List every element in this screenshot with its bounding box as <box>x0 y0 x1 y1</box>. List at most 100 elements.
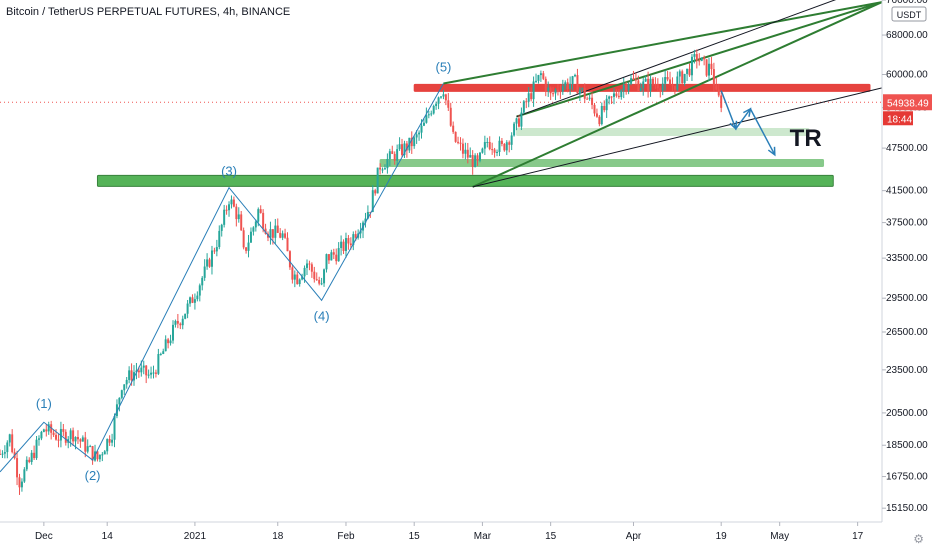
candle-body <box>605 98 608 111</box>
candle-body <box>1 453 4 455</box>
candle-body <box>293 274 296 280</box>
candle-body <box>145 365 148 376</box>
zone-band[interactable] <box>96 174 834 187</box>
x-tick-label: 15 <box>409 531 421 542</box>
candle-body <box>556 89 559 92</box>
candle-body <box>6 442 9 453</box>
candle-body <box>225 209 228 211</box>
arrow-head[interactable] <box>729 120 738 131</box>
candle-body <box>230 199 233 205</box>
candle-body <box>159 353 162 355</box>
candle-body <box>476 155 479 161</box>
candle-body <box>288 251 291 268</box>
candle-body <box>162 351 165 354</box>
candle-body <box>369 211 372 213</box>
candle-body <box>171 324 174 341</box>
candle-body <box>625 85 628 91</box>
last-price-tag <box>883 94 932 111</box>
candle-body <box>388 151 391 159</box>
trendline[interactable] <box>516 0 863 118</box>
candle-body <box>593 104 596 114</box>
candle-body <box>517 118 520 127</box>
unit-label[interactable]: USDT <box>897 10 922 20</box>
candle-body <box>320 283 323 285</box>
candle-body <box>549 87 552 94</box>
candle-body <box>215 247 218 252</box>
x-tick-label: Mar <box>474 531 492 542</box>
candle-body <box>130 370 133 381</box>
candle-body <box>634 79 637 81</box>
candle-body <box>323 269 326 284</box>
trendline[interactable] <box>472 1 883 188</box>
zone-band[interactable] <box>413 83 871 92</box>
candle-body <box>437 97 440 104</box>
wave-label[interactable]: (3) <box>221 164 237 179</box>
candle-body <box>176 320 179 324</box>
candle-body <box>642 81 645 89</box>
candle-body <box>218 230 221 248</box>
candle-body <box>245 247 248 251</box>
unit-box[interactable] <box>891 6 927 22</box>
candle-body <box>483 142 486 149</box>
candle-body <box>164 339 167 352</box>
elliott-wave-path[interactable]: (1) (2) (3) (4) (5) <box>0 60 451 484</box>
candle-body <box>193 299 196 303</box>
candle-body <box>106 439 109 452</box>
candle-body <box>401 144 404 155</box>
candle-body <box>79 439 82 442</box>
wave-label[interactable]: (1) <box>36 396 52 411</box>
candle-body <box>257 209 260 222</box>
candle-body <box>486 141 489 143</box>
forecast-line[interactable] <box>720 90 776 156</box>
candle-body <box>396 149 399 161</box>
candle-body <box>608 96 611 99</box>
gear-icon[interactable]: ⚙ <box>913 532 924 546</box>
candle-body <box>381 169 384 171</box>
trendline[interactable] <box>443 1 883 85</box>
candle-body <box>661 83 664 91</box>
candle-body <box>28 459 31 463</box>
forecast-arrow-path[interactable] <box>720 90 776 157</box>
candle-body <box>327 254 330 261</box>
wave-label[interactable]: (2) <box>85 468 101 483</box>
candle-body <box>427 114 430 116</box>
candle-body <box>493 149 496 153</box>
candle-body <box>16 458 19 478</box>
x-tick-label: May <box>770 531 789 542</box>
candle-body <box>349 243 352 246</box>
candle-body <box>150 372 153 375</box>
candle-body <box>354 234 357 238</box>
candle-body <box>305 263 308 268</box>
zone-band[interactable] <box>379 159 825 168</box>
candle-body <box>430 113 433 115</box>
candle-body <box>405 143 408 151</box>
candle-body <box>461 143 464 154</box>
trendline[interactable] <box>472 87 883 188</box>
candle-body <box>386 158 389 169</box>
wave-line[interactable] <box>0 83 444 473</box>
zone-band[interactable] <box>516 127 810 136</box>
candle-body <box>325 254 328 270</box>
candle-body <box>189 297 192 304</box>
wave-label[interactable]: (5) <box>435 60 451 75</box>
arrow-head[interactable] <box>743 107 752 117</box>
candle-body <box>76 436 79 440</box>
tr-annotation[interactable]: TR <box>790 125 822 152</box>
candle-body <box>708 63 711 76</box>
candle-body <box>11 434 14 453</box>
candle-body <box>520 112 523 127</box>
candle-body <box>96 451 99 460</box>
y-tick-label: 76000.00 <box>886 0 928 6</box>
candle-body <box>125 379 128 385</box>
candle-body <box>167 339 170 344</box>
countdown-tag <box>883 111 913 126</box>
arrow-head[interactable] <box>767 146 776 157</box>
x-tick-label: 14 <box>102 531 114 542</box>
wave-label[interactable]: (4) <box>314 308 330 323</box>
candle-body <box>3 452 6 454</box>
candle-body <box>84 437 87 452</box>
y-tick-label: 26500.00 <box>886 327 928 338</box>
candle-body <box>571 76 574 84</box>
candle-body <box>413 137 416 147</box>
